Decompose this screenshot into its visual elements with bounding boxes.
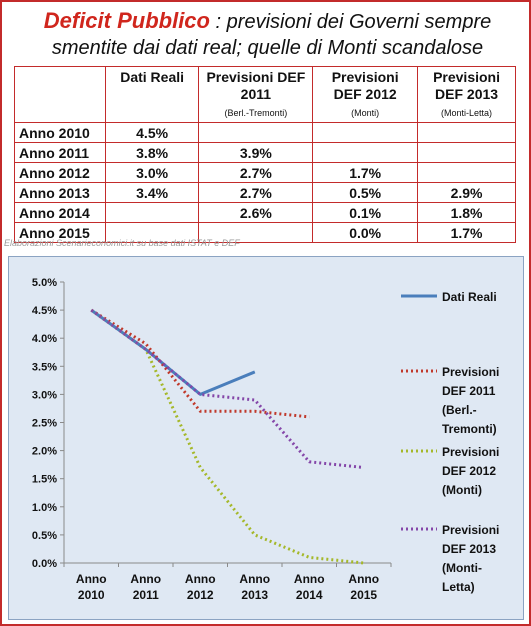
value-cell: 4.5% [104,122,200,143]
series-line-2 [90,308,364,565]
table-row: Anno 2011 3.8% 3.9% [14,142,516,163]
x-tick-label: Anno [130,572,161,586]
x-tick-label: Anno [185,572,216,586]
value-cell: 0.1% [312,202,419,223]
series-line-3 [90,308,364,469]
value-cell: 3.8% [104,142,200,163]
value-cell: 2.9% [417,182,516,203]
y-tick-label: 4.5% [32,305,57,317]
title-block: Deficit Pubblico : previsioni dei Govern… [4,4,531,64]
x-tick-label: 2013 [241,588,268,602]
x-tick-label: 2012 [187,588,214,602]
source-credit: Elaborazioni Scenarieconomici.it su base… [4,238,240,248]
legend-label: (Berl.- [442,403,477,417]
legend-label: Previsioni [442,445,499,459]
year-cell: Anno 2010 [14,122,106,143]
value-cell: 3.0% [104,162,200,183]
chart-panel: 0.0% 0.5% 1.0% 1.5% 2.0% 2.5% 3.0% 3.5% 4.0% 4.5%… [8,256,524,620]
column-header: Dati Reali [104,66,200,123]
series-line-0 [90,308,256,396]
line-chart: 0.0% 0.5% 1.0% 1.5% 2.0% 2.5% 3.0% 3.5% 4.0% 4.5%… [32,277,499,602]
title-rest: : previsioni dei Governi sempre [210,11,492,33]
legend-label: Dati Reali [442,290,497,304]
year-cell: Anno 2012 [14,162,106,183]
title-main: Deficit Pubblico [43,8,210,33]
table-row: Anno 2015 0.0% 1.7% [14,222,516,243]
x-tick-label: Anno [348,572,379,586]
y-tick-label: 3.5% [32,361,57,373]
legend-label: (Monti) [442,483,482,497]
deficit-table: Dati Reali Previsioni DEF 2011 (Berl.-Tre… [14,66,516,243]
y-tick-label: 0.0% [32,558,57,570]
x-tick-label: Anno [294,572,325,586]
y-tick-label: 1.5% [32,474,57,486]
column-header: Previsioni DEF 2013 (Monti-Letta) [417,66,516,123]
value-cell [104,202,200,223]
value-cell: 3.4% [104,182,200,203]
x-tick-label: Anno [239,572,270,586]
y-tick-label: 2.5% [32,418,57,430]
y-tick-label: 3.0% [32,389,57,401]
y-tick-label: 2.0% [32,446,57,458]
year-cell: Anno 2014 [14,202,106,223]
value-cell: 1.7% [417,222,516,243]
legend-label: (Monti- [442,561,482,575]
value-cell: 1.7% [312,162,419,183]
table-row: Anno 2012 3.0% 2.7% 1.7% [14,162,516,183]
year-cell: Anno 2011 [14,142,106,163]
year-cell: Anno 2015 [14,222,106,243]
value-cell: 0.5% [312,182,419,203]
legend-label: DEF 2013 [442,542,496,556]
legend-label: DEF 2011 [442,384,496,398]
column-header: Previsioni DEF 2012 (Monti) [312,66,419,123]
legend-label: Tremonti) [442,422,497,436]
value-cell: 1.8% [417,202,516,223]
value-cell: 2.7% [198,162,314,183]
value-cell: 2.6% [198,202,314,223]
table-corner-cell [14,66,106,123]
legend-label: Letta) [442,580,475,594]
value-cell [312,122,419,143]
value-cell [417,122,516,143]
value-cell: 3.9% [198,142,314,163]
x-tick-label: 2011 [133,588,159,602]
value-cell [417,142,516,163]
year-cell: Anno 2013 [14,182,106,203]
value-cell: 2.7% [198,182,314,203]
y-tick-label: 5.0% [32,277,57,289]
table-row: Anno 2014 2.6% 0.1% 1.8% [14,202,516,223]
y-tick-label: 4.0% [32,333,57,345]
value-cell [198,122,314,143]
x-tick-label: 2015 [350,588,377,602]
x-tick-label: 2010 [78,588,105,602]
series-line-1 [90,308,310,419]
legend-label: Previsioni [442,365,499,379]
x-tick-label: 2014 [296,588,323,602]
legend-label: DEF 2012 [442,464,496,478]
title-line-2: smentite dai dati real; quelle di Monti … [51,37,484,59]
title-line-1: Deficit Pubblico : previsioni dei Govern… [4,8,531,34]
x-tick-label: Anno [76,572,107,586]
value-cell [312,142,419,163]
column-header: Previsioni DEF 2011 (Berl.-Tremonti) [198,66,314,123]
y-tick-label: 0.5% [32,530,57,542]
y-tick-label: 1.0% [32,502,57,514]
value-cell [417,162,516,183]
legend-label: Previsioni [442,523,499,537]
table-header-row: Dati Reali Previsioni DEF 2011 (Berl.-Tre… [14,66,516,123]
table-row: Anno 2010 4.5% [14,122,516,143]
table-row: Anno 2013 3.4% 2.7% 0.5% 2.9% [14,182,516,203]
value-cell: 0.0% [312,222,419,243]
